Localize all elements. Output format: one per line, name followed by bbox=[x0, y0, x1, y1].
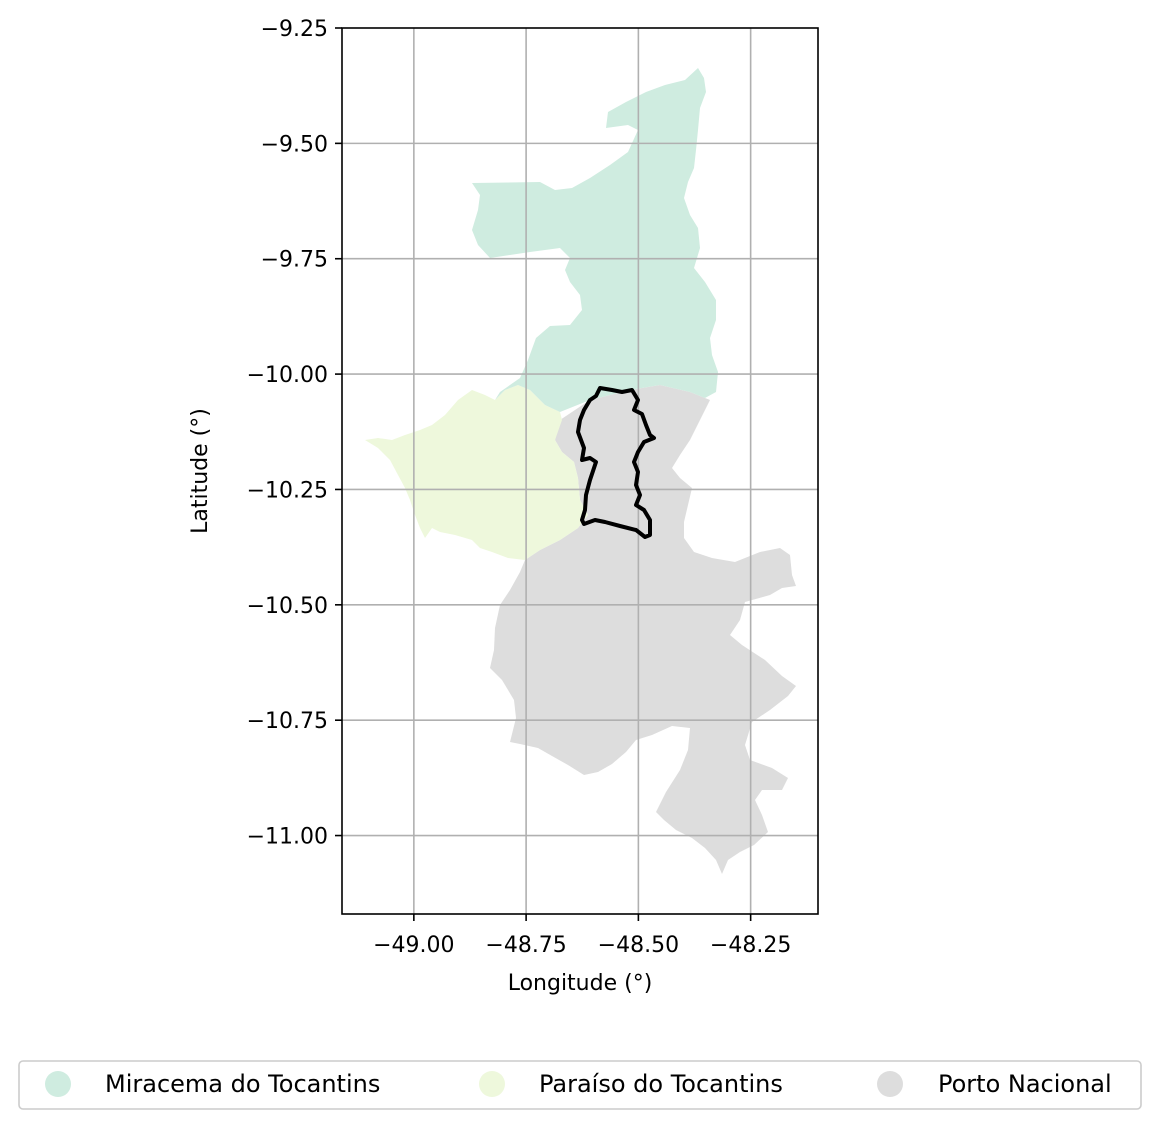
region-porto-nacional bbox=[490, 385, 796, 874]
legend-label-porto: Porto Nacional bbox=[938, 1070, 1112, 1098]
legend: Miracema do Tocantins Paraíso do Tocanti… bbox=[18, 1060, 1142, 1110]
legend-marker-paraiso bbox=[479, 1071, 505, 1097]
legend-label-paraiso: Paraíso do Tocantins bbox=[539, 1070, 783, 1098]
y-tick-label: −9.50 bbox=[261, 132, 328, 157]
legend-box bbox=[18, 1060, 1142, 1110]
grid-layer bbox=[342, 28, 818, 914]
x-tick-label: −49.00 bbox=[373, 933, 454, 958]
highlight-outline bbox=[576, 386, 656, 539]
legend-marker-porto bbox=[877, 1071, 903, 1097]
y-axis-label: Latitude (°) bbox=[188, 408, 213, 534]
legend-marker-miracema bbox=[45, 1071, 71, 1097]
y-tick-label: −11.00 bbox=[247, 825, 328, 850]
y-tick-label: −9.25 bbox=[261, 17, 328, 42]
x-axis-ticks: −49.00 −48.75 −48.50 −48.25 bbox=[373, 914, 791, 958]
y-tick-label: −10.75 bbox=[247, 709, 328, 734]
y-tick-label: −10.50 bbox=[247, 594, 328, 619]
x-axis-label: Longitude (°) bbox=[508, 971, 653, 996]
y-tick-label: −9.75 bbox=[261, 248, 328, 273]
y-tick-label: −10.25 bbox=[247, 478, 328, 503]
legend-label-miracema: Miracema do Tocantins bbox=[105, 1070, 380, 1098]
y-tick-label: −10.00 bbox=[247, 363, 328, 388]
regions-layer bbox=[365, 68, 796, 874]
plot-frame bbox=[341, 27, 819, 915]
y-axis-ticks: −9.25 −9.50 −9.75 −10.00 −10.25 −10.50 −10.75 −… bbox=[247, 17, 342, 850]
x-tick-label: −48.25 bbox=[710, 933, 791, 958]
region-paraiso-do-tocantins bbox=[365, 385, 588, 560]
region-miracema-do-tocantins bbox=[472, 68, 718, 412]
x-tick-label: −48.75 bbox=[485, 933, 566, 958]
x-tick-label: −48.50 bbox=[598, 933, 679, 958]
